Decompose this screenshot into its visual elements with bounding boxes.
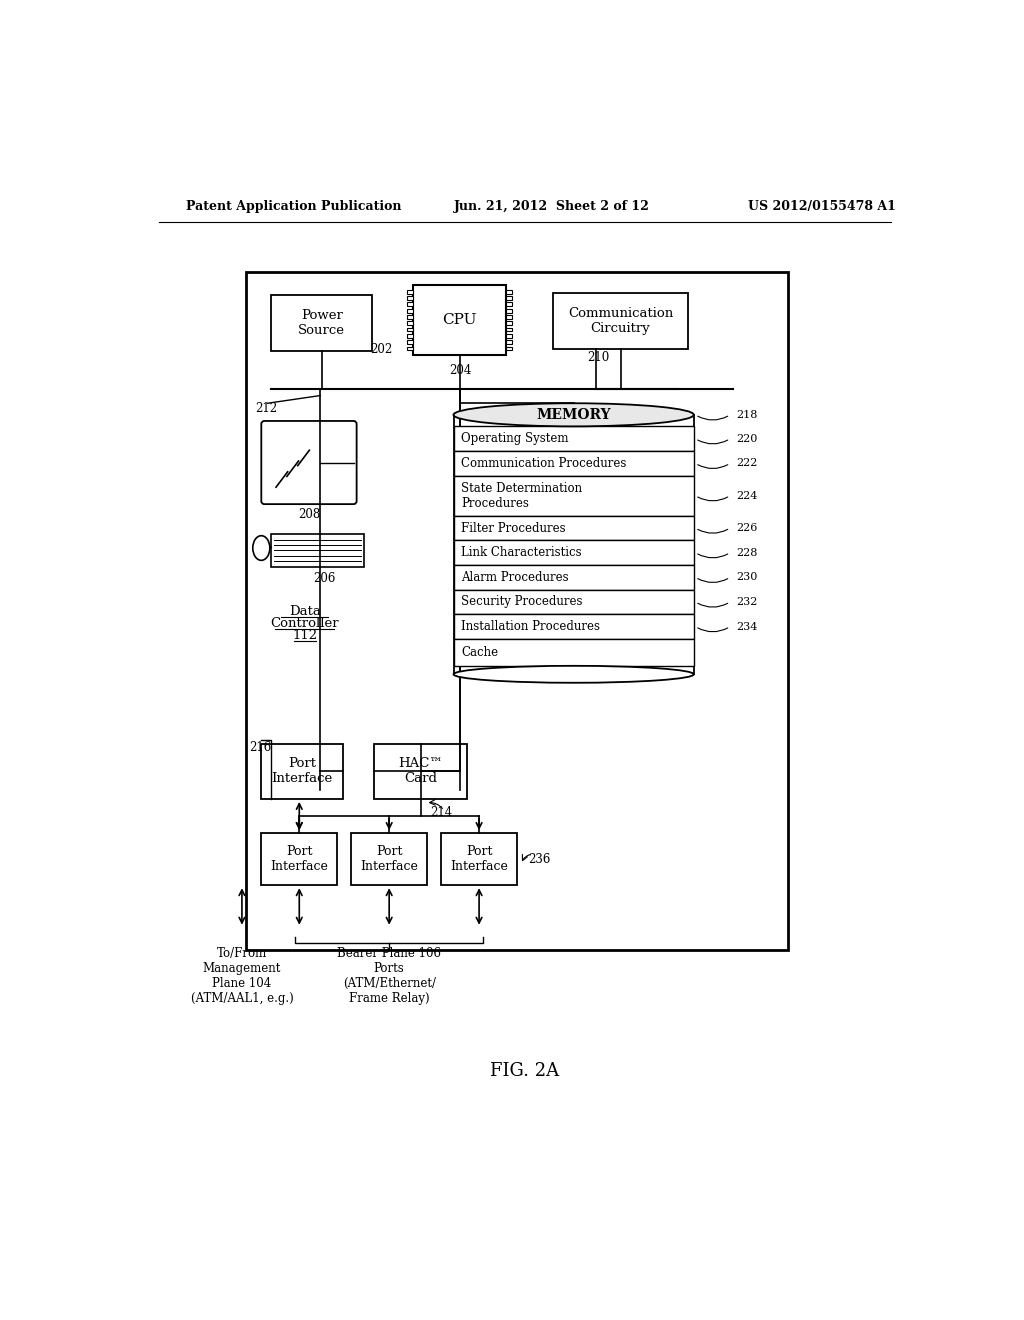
Text: Link Characteristics: Link Characteristics [461,546,582,560]
Text: 236: 236 [528,853,551,866]
Text: 232: 232 [736,597,758,607]
Text: 210: 210 [588,351,610,363]
Text: Installation Procedures: Installation Procedures [461,620,600,634]
Bar [414,285,506,355]
Bar [261,743,343,799]
Text: 206: 206 [313,573,335,585]
Bar [271,296,372,351]
Bar [506,334,512,338]
Text: 226: 226 [736,523,758,533]
Text: Controller: Controller [270,616,339,630]
Text: HAC™
Card: HAC™ Card [398,758,443,785]
Bar [407,290,414,293]
Text: Cache: Cache [461,645,499,659]
Bar [454,451,693,475]
Bar [407,296,414,300]
Text: Port
Interface: Port Interface [451,845,508,873]
Bar [506,302,512,306]
Text: Security Procedures: Security Procedures [461,595,583,609]
Ellipse shape [253,536,270,560]
Text: Communication
Circuitry: Communication Circuitry [568,306,673,335]
Text: 212: 212 [255,403,278,416]
Text: US 2012/0155478 A1: US 2012/0155478 A1 [748,199,896,213]
Ellipse shape [454,404,693,426]
Bar [506,347,512,350]
Bar [454,639,693,665]
Text: 112: 112 [292,630,317,643]
Bar [454,426,693,451]
Text: 224: 224 [736,491,758,500]
Bar [407,321,414,325]
Bar [506,296,512,300]
Text: Jun. 21, 2012  Sheet 2 of 12: Jun. 21, 2012 Sheet 2 of 12 [454,199,649,213]
Bar [454,565,693,590]
Text: MEMORY: MEMORY [537,408,611,422]
Bar [407,309,414,313]
Bar [407,347,414,350]
Text: Port
Interface: Port Interface [270,845,329,873]
Bar [506,321,512,325]
Text: Communication Procedures: Communication Procedures [461,457,627,470]
FancyBboxPatch shape [261,421,356,504]
Bar [351,833,427,886]
Text: To/From
Management
Plane 104
(ATM/AAL1, e.g.): To/From Management Plane 104 (ATM/AAL1, … [190,946,293,1005]
Bar [375,743,467,799]
Text: 234: 234 [736,622,758,631]
Bar [246,272,788,950]
Bar [407,334,414,338]
Text: 220: 220 [736,434,758,444]
Text: FIG. 2A: FIG. 2A [490,1061,559,1080]
Bar [553,293,688,348]
Text: 218: 218 [736,409,758,420]
Text: 222: 222 [736,458,758,469]
Bar [454,590,693,614]
Bar [271,535,365,566]
Bar [506,290,512,293]
Text: 204: 204 [449,364,471,378]
Text: Power
Source: Power Source [298,309,345,337]
Bar [261,833,337,886]
Text: Patent Application Publication: Patent Application Publication [186,199,401,213]
Bar [454,475,693,516]
Ellipse shape [454,665,693,682]
Text: Alarm Procedures: Alarm Procedures [461,570,569,583]
Bar [407,327,414,331]
Bar [441,833,517,886]
Text: 228: 228 [736,548,758,557]
Text: 230: 230 [736,573,758,582]
Text: CPU: CPU [442,313,477,327]
Bar [454,540,693,565]
Text: 216: 216 [250,741,272,754]
Bar [506,327,512,331]
Text: Data: Data [289,605,321,618]
Bar [506,341,512,345]
Bar [407,315,414,319]
Bar [506,309,512,313]
Text: 202: 202 [370,343,392,356]
Text: Filter Procedures: Filter Procedures [461,521,566,535]
Text: State Determination
Procedures: State Determination Procedures [461,482,583,510]
Bar [454,614,693,639]
Bar [506,315,512,319]
Text: 214: 214 [430,807,453,820]
Bar [454,516,693,540]
Bar [407,302,414,306]
Text: Bearer Plane 106
Ports
(ATM/Ethernet/
Frame Relay): Bearer Plane 106 Ports (ATM/Ethernet/ Fr… [337,946,441,1005]
Bar [407,341,414,345]
Text: Port
Interface: Port Interface [271,758,333,785]
Text: 208: 208 [298,508,321,521]
Text: Port
Interface: Port Interface [360,845,418,873]
Text: Operating System: Operating System [461,432,568,445]
